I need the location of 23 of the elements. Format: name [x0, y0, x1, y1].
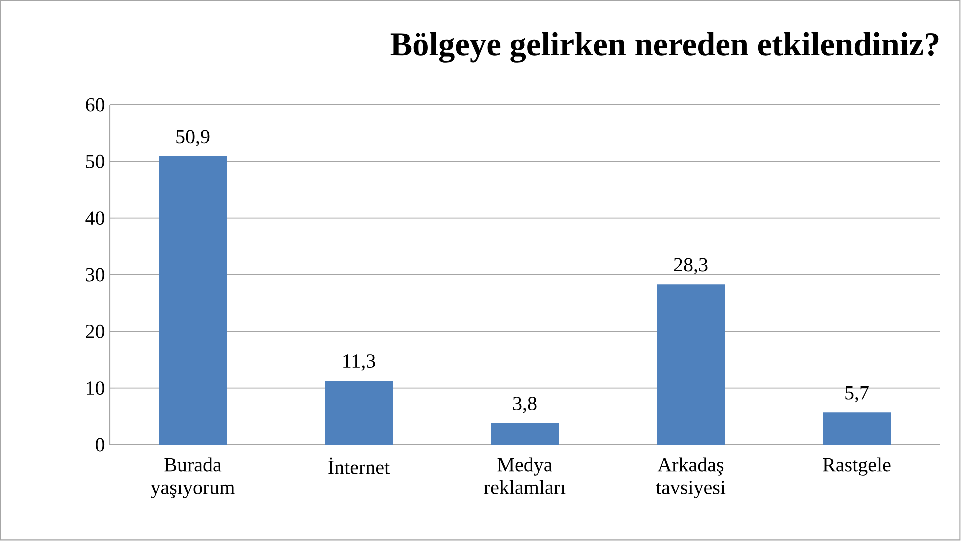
x-tick-label: Rastgele [823, 458, 891, 476]
data-label: 50,9 [176, 130, 210, 147]
bar [823, 412, 891, 445]
y-tick-label: 60 [86, 98, 105, 112]
data-label: 11,3 [344, 354, 376, 371]
data-label: 28,3 [674, 258, 708, 275]
data-label: 3,8 [513, 397, 537, 414]
chart-title: Bölgeye gelirken nereden etkilendiniz? [390, 32, 939, 63]
bar [159, 156, 227, 445]
y-tick-label: 20 [86, 324, 105, 338]
y-tick-label: 10 [87, 382, 105, 396]
y-tick-label: 30 [86, 268, 105, 282]
y-tick-label: 0 [96, 438, 105, 452]
x-tick-label: İnternet [328, 458, 390, 474]
x-tick-label: Burada yaşıyorum [151, 458, 235, 499]
bar [325, 380, 394, 445]
data-label: 5,7 [846, 386, 869, 403]
y-tick-label: 50 [86, 154, 105, 168]
x-tick-label: Arkadaş tavsiyesi [656, 458, 726, 499]
x-tick-label: Medya reklamları [484, 458, 566, 494]
bar [491, 423, 559, 445]
bar [657, 284, 725, 445]
y-tick-label: 40 [86, 212, 105, 226]
